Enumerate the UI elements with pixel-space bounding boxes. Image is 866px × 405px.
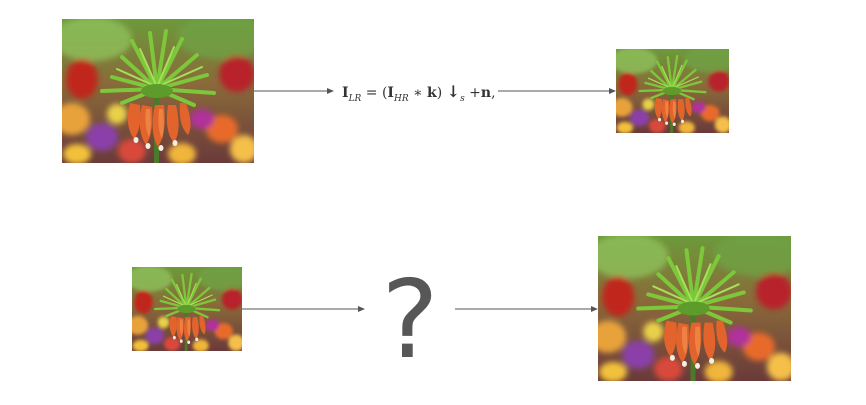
eq-lhs: I — [342, 85, 349, 101]
bottom-arrow-to-question — [242, 304, 365, 314]
eq-equals: = ( — [361, 85, 388, 101]
eq-downsample: ↓ — [446, 82, 461, 101]
eq-hr-sub: HR — [393, 93, 409, 104]
eq-kernel: k — [427, 85, 437, 101]
top-arrow-to-result — [498, 86, 616, 96]
flower-image — [62, 19, 254, 163]
eq-hr: I — [387, 85, 394, 101]
degradation-equation: ILR = (IHR ∗ k) ↓s +n, — [342, 80, 502, 104]
top-result-image — [616, 49, 729, 133]
eq-comma: , — [491, 85, 496, 101]
eq-lhs-sub: LR — [348, 93, 362, 104]
eq-close: ) — [436, 85, 447, 101]
bottom-result-image — [598, 236, 791, 381]
top-source-image — [62, 19, 254, 163]
bottom-arrow-to-result — [455, 304, 598, 314]
eq-downsample-sub: s — [460, 93, 465, 104]
flower-image — [132, 267, 242, 351]
bottom-source-image — [132, 267, 242, 351]
question-mark: ? — [381, 258, 439, 383]
flower-image — [598, 236, 791, 381]
top-arrow-to-equation — [254, 86, 334, 96]
eq-noise: n — [480, 85, 492, 101]
flower-image — [616, 49, 729, 133]
eq-conv: ∗ — [408, 85, 428, 101]
eq-plus: + — [464, 85, 481, 101]
